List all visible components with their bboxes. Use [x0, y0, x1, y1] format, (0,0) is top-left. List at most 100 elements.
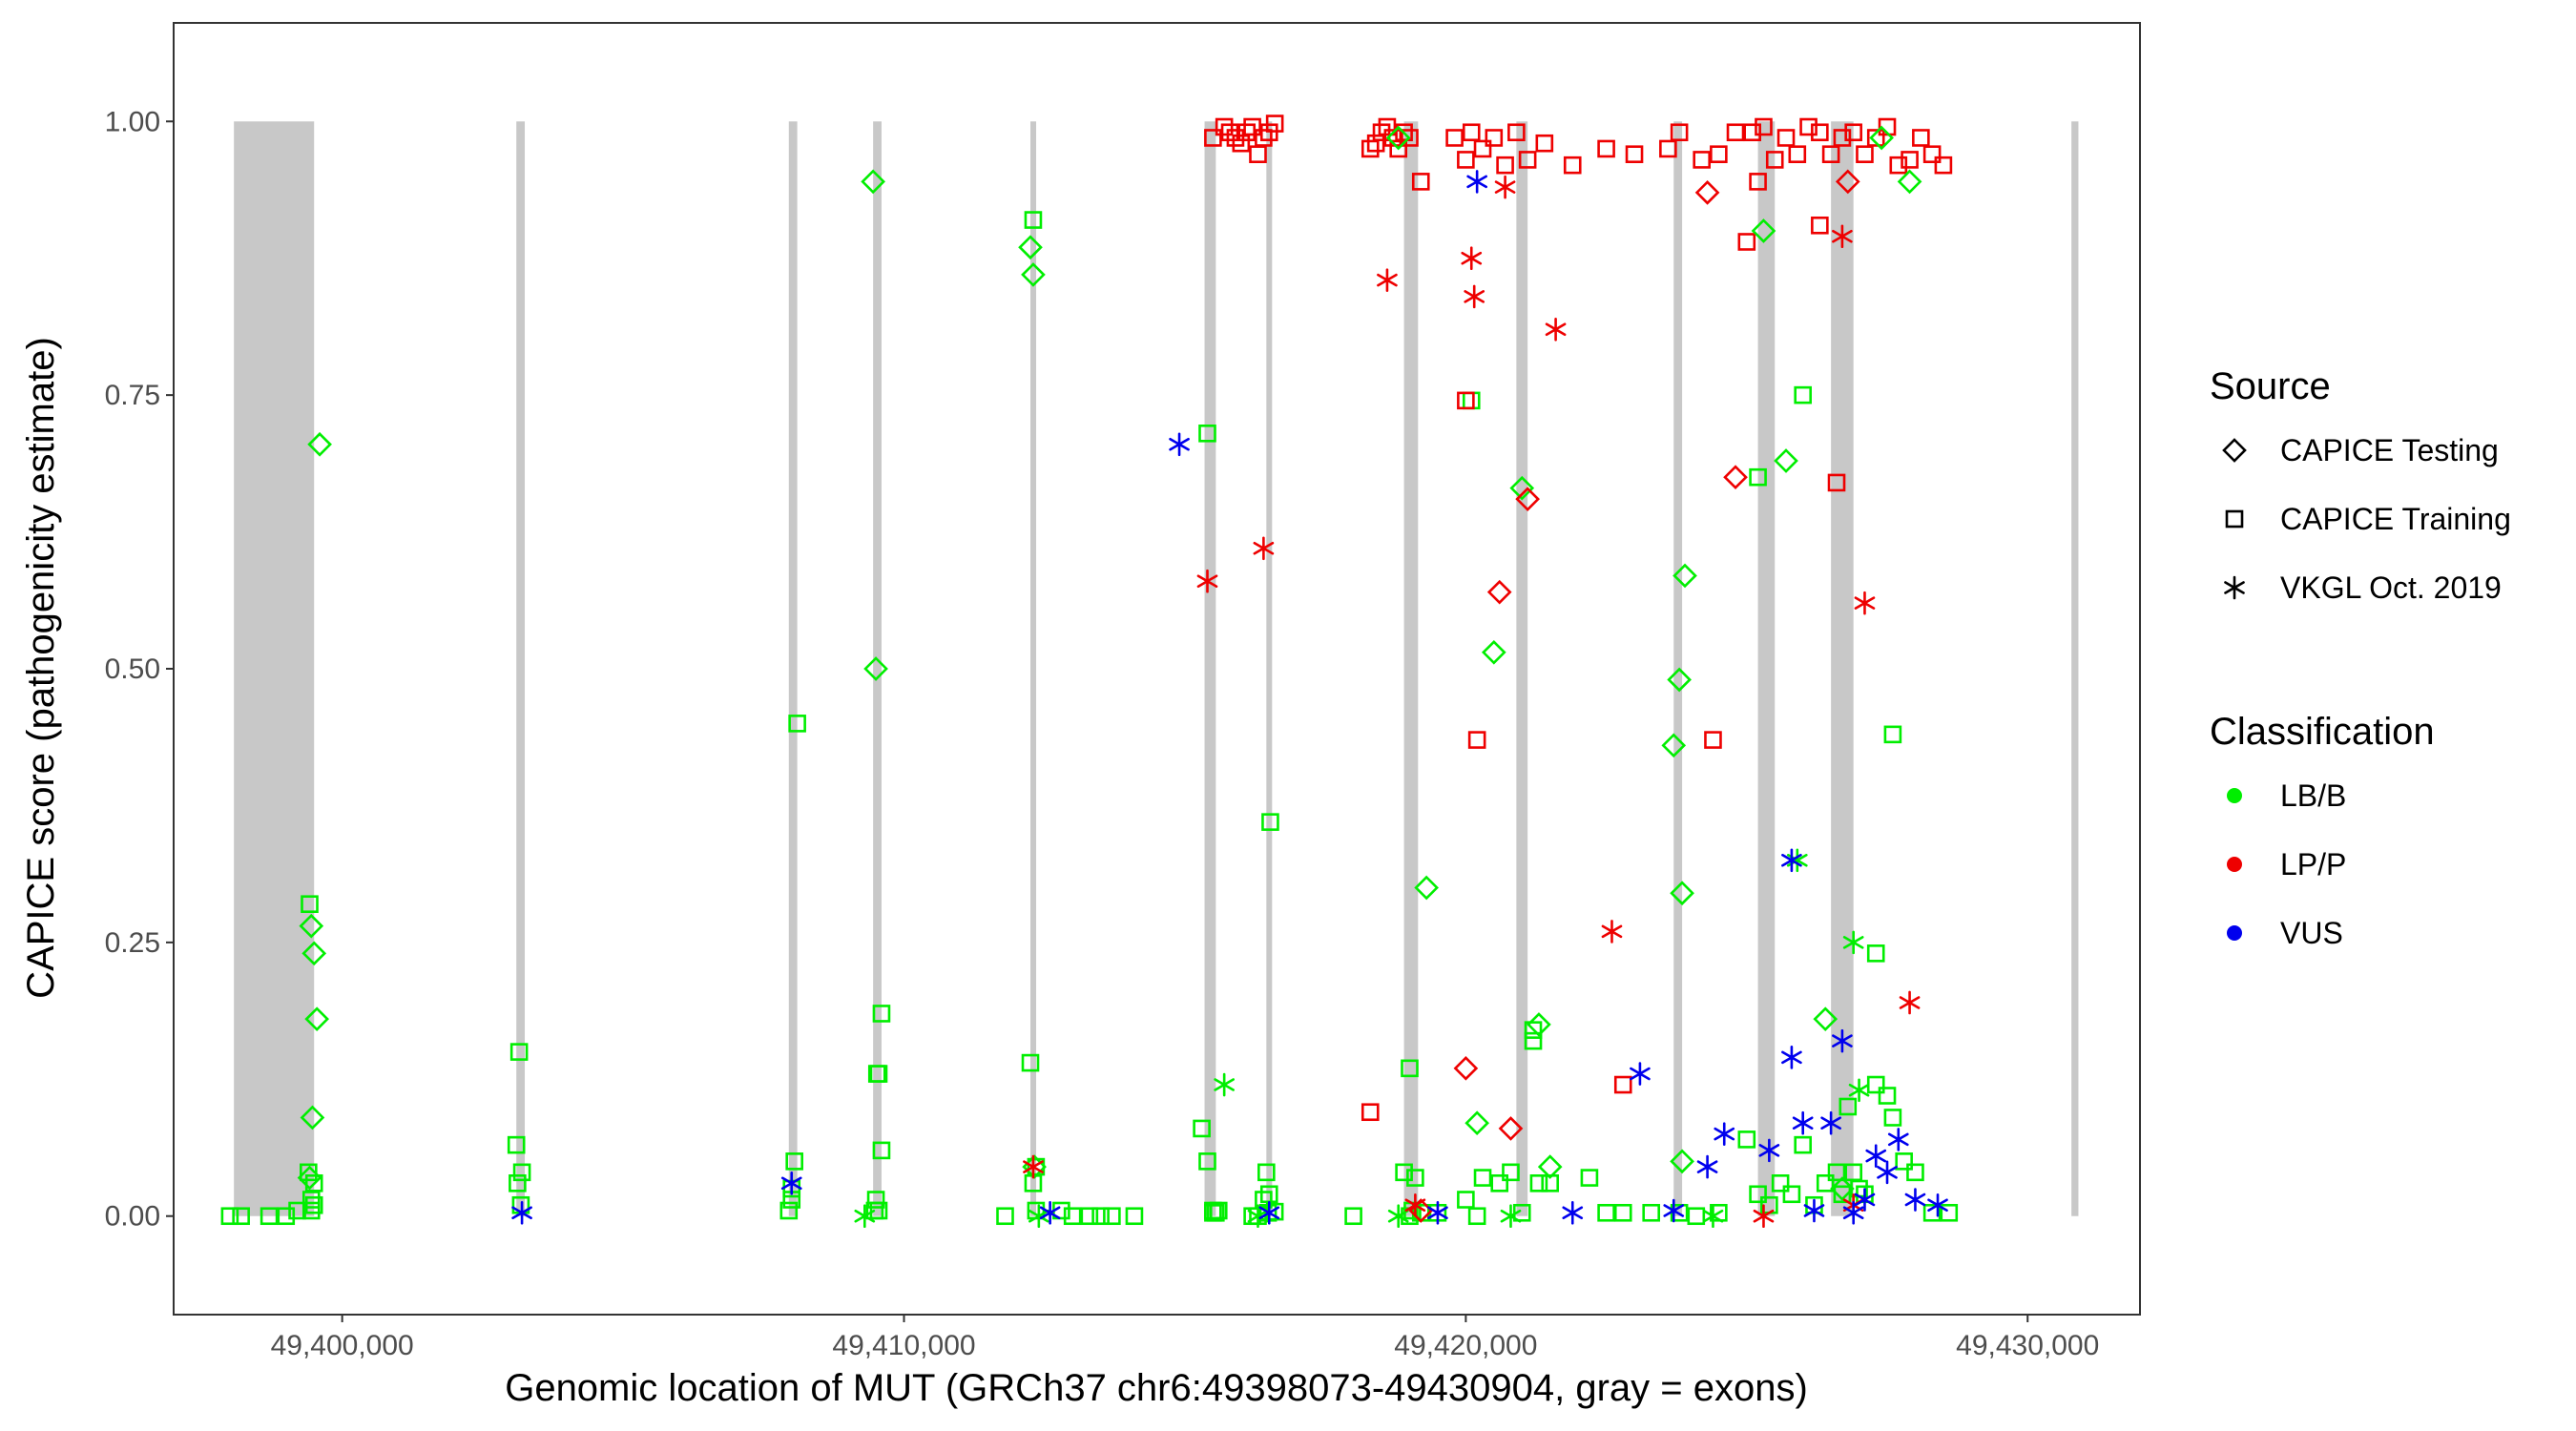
- data-point-square: [1934, 156, 1953, 175]
- data-point-square: [1485, 129, 1504, 147]
- data-point-square: [1198, 424, 1216, 443]
- data-point-square: [1361, 1103, 1380, 1122]
- data-point-diamond: [297, 1165, 322, 1191]
- data-point-asterisk: [1854, 591, 1876, 615]
- data-point-square: [1811, 216, 1829, 235]
- legend: Source CAPICE Testing CAPICE Training VKGL…: [2210, 365, 2511, 950]
- x-tick-label: 49,410,000: [832, 1330, 975, 1361]
- x-tick-label: 49,420,000: [1394, 1330, 1537, 1361]
- data-point-asterisk: [1899, 990, 1921, 1015]
- data-point-square: [1125, 1207, 1144, 1226]
- data-point-asterisk: [1601, 920, 1623, 944]
- data-point-square: [1765, 151, 1784, 169]
- legend-classification-label: LP/P: [2280, 847, 2346, 881]
- data-point-square: [872, 1141, 891, 1160]
- data-point-asterisk: [1781, 848, 1802, 873]
- data-point-asterisk: [1377, 268, 1398, 292]
- data-point-square: [1827, 1163, 1846, 1182]
- data-point-asterisk: [1714, 1122, 1735, 1146]
- data-point-square: [1535, 134, 1554, 153]
- data-point-asterisk: [1461, 246, 1483, 271]
- data-point-square: [1833, 129, 1852, 147]
- data-point-asterisk: [780, 1172, 802, 1195]
- data-point-square: [1580, 1169, 1599, 1187]
- data-point-asterisk: [1904, 1188, 1926, 1212]
- legend-square-icon: [2225, 509, 2244, 529]
- data-point-diamond: [1670, 1149, 1694, 1174]
- data-point-square: [260, 1207, 279, 1226]
- data-point-square: [865, 1201, 884, 1220]
- series-asterisk-vus: [511, 170, 1948, 1225]
- data-point-diamond: [1813, 1006, 1839, 1032]
- exon-band: [516, 121, 526, 1216]
- data-point-diamond: [1835, 169, 1860, 195]
- data-point-diamond: [1869, 125, 1894, 151]
- data-point-square: [1457, 151, 1475, 169]
- legend-classification-label: LB/B: [2280, 778, 2346, 813]
- data-point-asterisk: [1023, 1154, 1044, 1179]
- exon-band: [788, 121, 798, 1216]
- x-axis-title: Genomic location of MUT (GRCh37 chr6:493…: [505, 1367, 1808, 1409]
- y-tick-label: 0.50: [105, 653, 160, 685]
- data-point-diamond: [1498, 1116, 1524, 1141]
- data-point-asterisk: [1753, 1204, 1775, 1229]
- data-point-diamond: [1453, 1055, 1479, 1081]
- data-point-diamond: [1670, 881, 1694, 906]
- data-point-diamond: [301, 941, 327, 966]
- legend-classification-label: VUS: [2280, 916, 2343, 950]
- data-point-asterisk: [1028, 1204, 1049, 1229]
- data-point-square: [301, 895, 319, 914]
- data-point-square: [1261, 813, 1279, 831]
- data-point-square: [1889, 156, 1908, 175]
- data-point-square: [1597, 139, 1615, 158]
- data-point-square: [1366, 134, 1385, 153]
- data-point-asterisk: [1466, 170, 1487, 194]
- exon-band: [2071, 121, 2079, 1216]
- exon-band: [1516, 121, 1528, 1216]
- data-point-diamond: [1385, 125, 1411, 151]
- data-point-asterisk: [1887, 1128, 1909, 1151]
- data-point-diamond: [1661, 733, 1687, 758]
- exon-band: [873, 121, 882, 1216]
- data-point-square: [232, 1207, 250, 1226]
- data-point-square: [1659, 139, 1677, 158]
- data-point-asterisk: [1253, 536, 1275, 561]
- data-point-square: [1395, 1163, 1413, 1182]
- legend-dot-icon: [2227, 788, 2242, 803]
- data-point-asterisk: [1758, 1138, 1780, 1163]
- data-point-square: [507, 1135, 526, 1154]
- x-tick-label: 49,400,000: [271, 1330, 414, 1361]
- data-point-square: [1473, 139, 1492, 158]
- series-asterisk-lbb: [854, 848, 1870, 1229]
- data-point-square: [1220, 123, 1239, 142]
- data-point-diamond: [299, 913, 324, 939]
- data-point-square: [1518, 151, 1537, 169]
- data-point-square: [788, 715, 806, 733]
- data-point-square: [1737, 233, 1756, 251]
- data-point-square: [1021, 1053, 1040, 1072]
- data-point-square: [1401, 129, 1419, 147]
- data-point-square: [509, 1043, 529, 1061]
- data-point-asterisk: [1877, 1160, 1898, 1185]
- data-point-square: [1372, 123, 1391, 142]
- data-point-square: [1788, 145, 1807, 163]
- data-point-square: [779, 1201, 799, 1220]
- data-point-square: [1406, 1169, 1424, 1187]
- data-point-square: [1895, 1152, 1913, 1171]
- data-point-square: [1524, 1021, 1543, 1039]
- data-point-square: [304, 1195, 323, 1214]
- data-point-asterisk: [1663, 1198, 1685, 1223]
- data-point-square: [1912, 129, 1930, 147]
- data-point-square: [1901, 151, 1919, 169]
- data-point-square: [1821, 145, 1840, 163]
- data-point-asterisk: [1247, 1204, 1269, 1229]
- legend-asterisk-icon: [2224, 575, 2245, 600]
- data-point-square: [1361, 139, 1380, 158]
- data-point-square: [301, 1201, 321, 1220]
- x-tick-label: 49,430,000: [1956, 1330, 2099, 1361]
- y-tick-label: 0.25: [105, 927, 160, 959]
- data-point-square: [1776, 129, 1796, 147]
- data-point-asterisk: [1169, 432, 1190, 457]
- legend-dot-icon: [2227, 857, 2242, 872]
- data-point-diamond: [1667, 667, 1692, 693]
